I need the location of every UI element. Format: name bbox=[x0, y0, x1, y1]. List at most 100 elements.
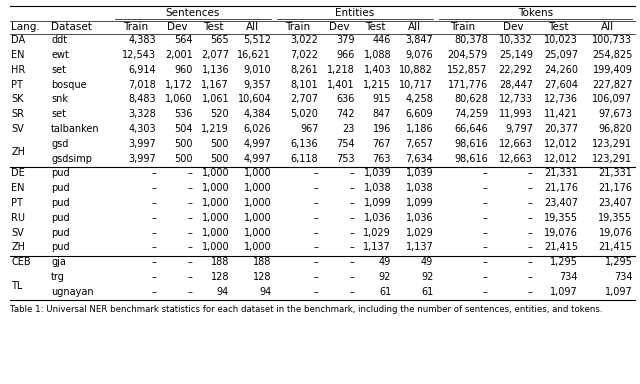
Text: –: – bbox=[314, 213, 319, 223]
Text: 227,827: 227,827 bbox=[592, 79, 632, 89]
Text: 500: 500 bbox=[211, 154, 229, 164]
Text: Dataset: Dataset bbox=[51, 22, 92, 31]
Text: 188: 188 bbox=[211, 257, 229, 267]
Text: 1,172: 1,172 bbox=[165, 79, 193, 89]
Text: –: – bbox=[152, 228, 156, 238]
Text: –: – bbox=[314, 272, 319, 282]
Text: –: – bbox=[350, 228, 355, 238]
Text: 915: 915 bbox=[372, 94, 391, 104]
Text: –: – bbox=[152, 242, 156, 252]
Text: 1,029: 1,029 bbox=[406, 228, 433, 238]
Text: –: – bbox=[350, 287, 355, 297]
Text: 27,604: 27,604 bbox=[544, 79, 578, 89]
Text: Tokens: Tokens bbox=[518, 8, 553, 18]
Text: 565: 565 bbox=[211, 35, 229, 45]
Text: ewt: ewt bbox=[51, 50, 69, 60]
Text: TL: TL bbox=[12, 281, 22, 291]
Text: 520: 520 bbox=[211, 109, 229, 119]
Text: 960: 960 bbox=[174, 65, 193, 75]
Text: 8,483: 8,483 bbox=[129, 94, 156, 104]
Text: 5,020: 5,020 bbox=[291, 109, 319, 119]
Text: 9,076: 9,076 bbox=[406, 50, 433, 60]
Text: 22,292: 22,292 bbox=[499, 65, 533, 75]
Text: 1,401: 1,401 bbox=[327, 79, 355, 89]
Text: –: – bbox=[528, 213, 533, 223]
Text: 1,136: 1,136 bbox=[202, 65, 229, 75]
Text: 100,733: 100,733 bbox=[593, 35, 632, 45]
Text: 1,137: 1,137 bbox=[406, 242, 433, 252]
Text: 4,384: 4,384 bbox=[244, 109, 271, 119]
Text: 754: 754 bbox=[336, 139, 355, 149]
Text: 3,997: 3,997 bbox=[129, 154, 156, 164]
Text: –: – bbox=[188, 228, 193, 238]
Text: –: – bbox=[152, 257, 156, 267]
Text: 204,579: 204,579 bbox=[447, 50, 488, 60]
Text: 25,097: 25,097 bbox=[544, 50, 578, 60]
Text: 4,258: 4,258 bbox=[405, 94, 433, 104]
Text: 97,673: 97,673 bbox=[598, 109, 632, 119]
Text: –: – bbox=[314, 198, 319, 208]
Text: gsd: gsd bbox=[51, 139, 68, 149]
Text: –: – bbox=[314, 257, 319, 267]
Text: 49: 49 bbox=[379, 257, 391, 267]
Text: –: – bbox=[483, 272, 488, 282]
Text: 12,012: 12,012 bbox=[544, 154, 578, 164]
Text: 504: 504 bbox=[174, 124, 193, 134]
Text: Entities: Entities bbox=[335, 8, 374, 18]
Text: ZH: ZH bbox=[12, 242, 26, 252]
Text: 152,857: 152,857 bbox=[447, 65, 488, 75]
Text: 23,407: 23,407 bbox=[598, 198, 632, 208]
Text: 8,261: 8,261 bbox=[291, 65, 319, 75]
Text: 96,820: 96,820 bbox=[598, 124, 632, 134]
Text: –: – bbox=[188, 169, 193, 179]
Text: –: – bbox=[188, 272, 193, 282]
Text: 3,997: 3,997 bbox=[129, 139, 156, 149]
Text: RU: RU bbox=[12, 213, 26, 223]
Text: –: – bbox=[528, 228, 533, 238]
Text: 7,657: 7,657 bbox=[405, 139, 433, 149]
Text: 2,077: 2,077 bbox=[201, 50, 229, 60]
Text: pud: pud bbox=[51, 228, 70, 238]
Text: 1,000: 1,000 bbox=[202, 198, 229, 208]
Text: 80,378: 80,378 bbox=[454, 35, 488, 45]
Text: 500: 500 bbox=[174, 139, 193, 149]
Text: 21,331: 21,331 bbox=[544, 169, 578, 179]
Text: 23: 23 bbox=[342, 124, 355, 134]
Text: talbanken: talbanken bbox=[51, 124, 100, 134]
Text: 20,377: 20,377 bbox=[544, 124, 578, 134]
Text: Lang.: Lang. bbox=[12, 22, 40, 31]
Text: –: – bbox=[483, 242, 488, 252]
Text: –: – bbox=[483, 287, 488, 297]
Text: 199,409: 199,409 bbox=[593, 65, 632, 75]
Text: 196: 196 bbox=[372, 124, 391, 134]
Text: –: – bbox=[152, 198, 156, 208]
Text: –: – bbox=[483, 228, 488, 238]
Text: 11,421: 11,421 bbox=[544, 109, 578, 119]
Text: 1,099: 1,099 bbox=[364, 198, 391, 208]
Text: 4,997: 4,997 bbox=[243, 154, 271, 164]
Text: 1,039: 1,039 bbox=[364, 169, 391, 179]
Text: 1,186: 1,186 bbox=[406, 124, 433, 134]
Text: 3,847: 3,847 bbox=[406, 35, 433, 45]
Text: 9,010: 9,010 bbox=[244, 65, 271, 75]
Text: 1,000: 1,000 bbox=[244, 228, 271, 238]
Text: –: – bbox=[528, 257, 533, 267]
Text: Train: Train bbox=[451, 22, 476, 31]
Text: 7,022: 7,022 bbox=[291, 50, 319, 60]
Text: 98,616: 98,616 bbox=[454, 154, 488, 164]
Text: 1,000: 1,000 bbox=[202, 213, 229, 223]
Text: 11,993: 11,993 bbox=[499, 109, 533, 119]
Text: 1,000: 1,000 bbox=[202, 242, 229, 252]
Text: –: – bbox=[483, 213, 488, 223]
Text: 5,512: 5,512 bbox=[243, 35, 271, 45]
Text: 742: 742 bbox=[336, 109, 355, 119]
Text: –: – bbox=[528, 287, 533, 297]
Text: 4,383: 4,383 bbox=[129, 35, 156, 45]
Text: –: – bbox=[314, 169, 319, 179]
Text: –: – bbox=[483, 257, 488, 267]
Text: –: – bbox=[314, 228, 319, 238]
Text: 10,604: 10,604 bbox=[237, 94, 271, 104]
Text: 1,137: 1,137 bbox=[364, 242, 391, 252]
Text: –: – bbox=[188, 242, 193, 252]
Text: 1,029: 1,029 bbox=[364, 228, 391, 238]
